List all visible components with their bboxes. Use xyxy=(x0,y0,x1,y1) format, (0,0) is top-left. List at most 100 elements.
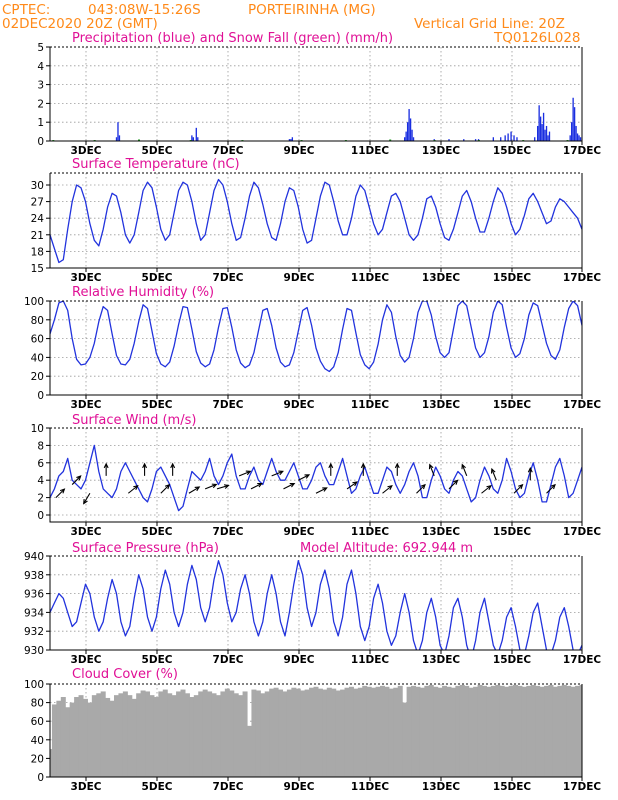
cloud-bar-47 xyxy=(255,690,261,777)
cloud-ytick-label-1: 20 xyxy=(31,753,44,765)
cloud-bar-63 xyxy=(326,687,332,777)
cloud-bar-117 xyxy=(566,685,572,777)
cloud-bar-116 xyxy=(561,684,567,777)
temperature-xtick-label-2: 7DEC xyxy=(213,272,244,284)
precip-bar-46 xyxy=(579,137,582,141)
cloud-bar-25 xyxy=(158,691,164,777)
cloud-bar-83 xyxy=(415,686,421,777)
wind-arrow-19 xyxy=(360,462,366,476)
wind-plot-area xyxy=(50,444,582,512)
wind-xtick-label-5: 13DEC xyxy=(422,526,461,538)
cloud-bar-24 xyxy=(153,697,159,777)
cloud-bar-62 xyxy=(322,689,328,777)
wind-arrow-12 xyxy=(250,482,263,490)
humidity-xtick-label-4: 11DEC xyxy=(351,399,390,411)
cloud-bar-90 xyxy=(446,686,452,777)
wind-panel: 0 2 4 6 8 10 3DEC 5DEC 7DEC 9DEC 11DEC 13DEC 15DEC 17… xyxy=(31,423,602,538)
temperature-line xyxy=(50,178,582,264)
cloud-bar-2 xyxy=(56,700,62,777)
wind-ytick-label-3: 6 xyxy=(37,458,44,470)
cloud-bar-120 xyxy=(579,684,582,777)
precipitation-ytick-label-0: 0 xyxy=(37,136,44,148)
precip-bar-16 xyxy=(412,137,415,141)
header-run: 02DEC2020 20Z (GMT) xyxy=(2,16,158,32)
precip-bar-40 xyxy=(570,122,573,141)
cloud-bar-8 xyxy=(82,698,88,777)
cloud-bar-110 xyxy=(535,685,541,777)
wind-arrow-20 xyxy=(382,484,393,494)
precipitation-xtick-label-6: 15DEC xyxy=(493,145,532,157)
precipitation-ytick-label-1: 1 xyxy=(37,117,44,129)
precipitation-xtick-label-4: 11DEC xyxy=(351,145,390,157)
precip-bar-42 xyxy=(573,107,576,141)
cloud-title: Cloud Cover (%) xyxy=(72,667,178,682)
humidity-xtick-label-3: 9DEC xyxy=(284,399,315,411)
cloud-bar-46 xyxy=(251,689,257,777)
pressure-frame xyxy=(49,556,583,651)
cloud-bar-72 xyxy=(366,686,372,777)
precip-bar-33 xyxy=(541,124,543,141)
humidity-xtick-label-2: 7DEC xyxy=(213,399,244,411)
cloud-bar-55 xyxy=(291,687,297,777)
cloud-bar-96 xyxy=(473,686,479,777)
precip-bar-13 xyxy=(408,109,410,141)
precipitation-xtick-label-5: 13DEC xyxy=(422,145,461,157)
cloud-xtick-label-3: 9DEC xyxy=(284,781,315,793)
precip-bar-12 xyxy=(406,122,409,141)
cloud-bar-100 xyxy=(490,685,496,777)
cloud-bar-40 xyxy=(224,688,230,777)
cloud-bar-28 xyxy=(171,695,177,777)
cloud-bar-19 xyxy=(131,698,137,777)
cloud-bar-87 xyxy=(433,686,439,777)
cloud-bar-51 xyxy=(273,687,279,777)
cloud-xtick-label-7: 17DEC xyxy=(563,781,602,793)
snow-bar-2 xyxy=(138,139,140,141)
wind-xtick-label-2: 7DEC xyxy=(213,526,244,538)
humidity-ytick-label-3: 60 xyxy=(31,334,44,346)
cloud-bar-65 xyxy=(335,690,341,777)
precip-bar-25 xyxy=(507,133,509,141)
cloud-bar-82 xyxy=(411,685,417,777)
cloud-bar-32 xyxy=(189,697,195,777)
temperature-plot-area xyxy=(50,178,582,264)
wind-arrow-30 xyxy=(546,483,556,494)
cloud-ytick-label-2: 40 xyxy=(31,735,44,747)
cloud-bar-113 xyxy=(548,684,554,777)
wind-arrow-1 xyxy=(71,475,82,485)
precip-bar-35 xyxy=(544,129,546,141)
cloud-bar-53 xyxy=(282,691,288,777)
wind-arrow-23 xyxy=(428,463,435,477)
humidity-plot-area xyxy=(50,301,582,373)
precip-bar-24 xyxy=(504,135,506,141)
pressure-ytick-label-5: 940 xyxy=(24,551,44,563)
temperature-ytick-label-1: 18 xyxy=(31,246,44,258)
precip-bar-36 xyxy=(545,125,548,141)
cloud-bar-45 xyxy=(247,725,252,777)
wind-line xyxy=(50,444,582,512)
cloud-frame xyxy=(49,684,583,778)
cloud-bar-17 xyxy=(122,691,128,777)
cloud-bar-6 xyxy=(74,697,80,777)
cloud-bar-27 xyxy=(167,693,173,777)
precip-bar-45 xyxy=(578,135,580,141)
cloud-ytick-label-5: 100 xyxy=(24,679,44,691)
wind-xtick-label-3: 9DEC xyxy=(284,526,315,538)
cloud-bar-56 xyxy=(295,688,301,777)
cloud-plot-area xyxy=(50,684,582,777)
header-source: CPTEC: xyxy=(2,2,50,18)
precipitation-panel: 0 1 2 3 4 5 3DEC 5DEC 7DEC 9DEC 11DEC 13DEC 15DEC 17D… xyxy=(37,42,601,157)
cloud-bar-115 xyxy=(557,685,563,777)
cloud-xtick-label-4: 11DEC xyxy=(351,781,390,793)
precip-bar-38 xyxy=(548,131,551,141)
cloud-bar-102 xyxy=(499,685,505,777)
cloud-bar-3 xyxy=(60,697,66,777)
cloud-bar-106 xyxy=(517,685,523,777)
cloud-bar-11 xyxy=(96,693,102,777)
pressure-panel: 930 932 934 936 938 940 3DEC 5DEC 7DEC 9DEC 11DEC 1… xyxy=(24,551,601,666)
temperature-title: Surface Temperature (nC) xyxy=(72,157,240,172)
cloud-bar-76 xyxy=(384,686,390,777)
humidity-xtick-label-6: 15DEC xyxy=(493,399,532,411)
panels: 0 1 2 3 4 5 3DEC 5DEC 7DEC 9DEC 11DEC 13DEC 15DEC 17D… xyxy=(24,42,601,793)
cloud-bar-26 xyxy=(162,689,168,777)
humidity-ytick-label-2: 40 xyxy=(31,352,44,364)
